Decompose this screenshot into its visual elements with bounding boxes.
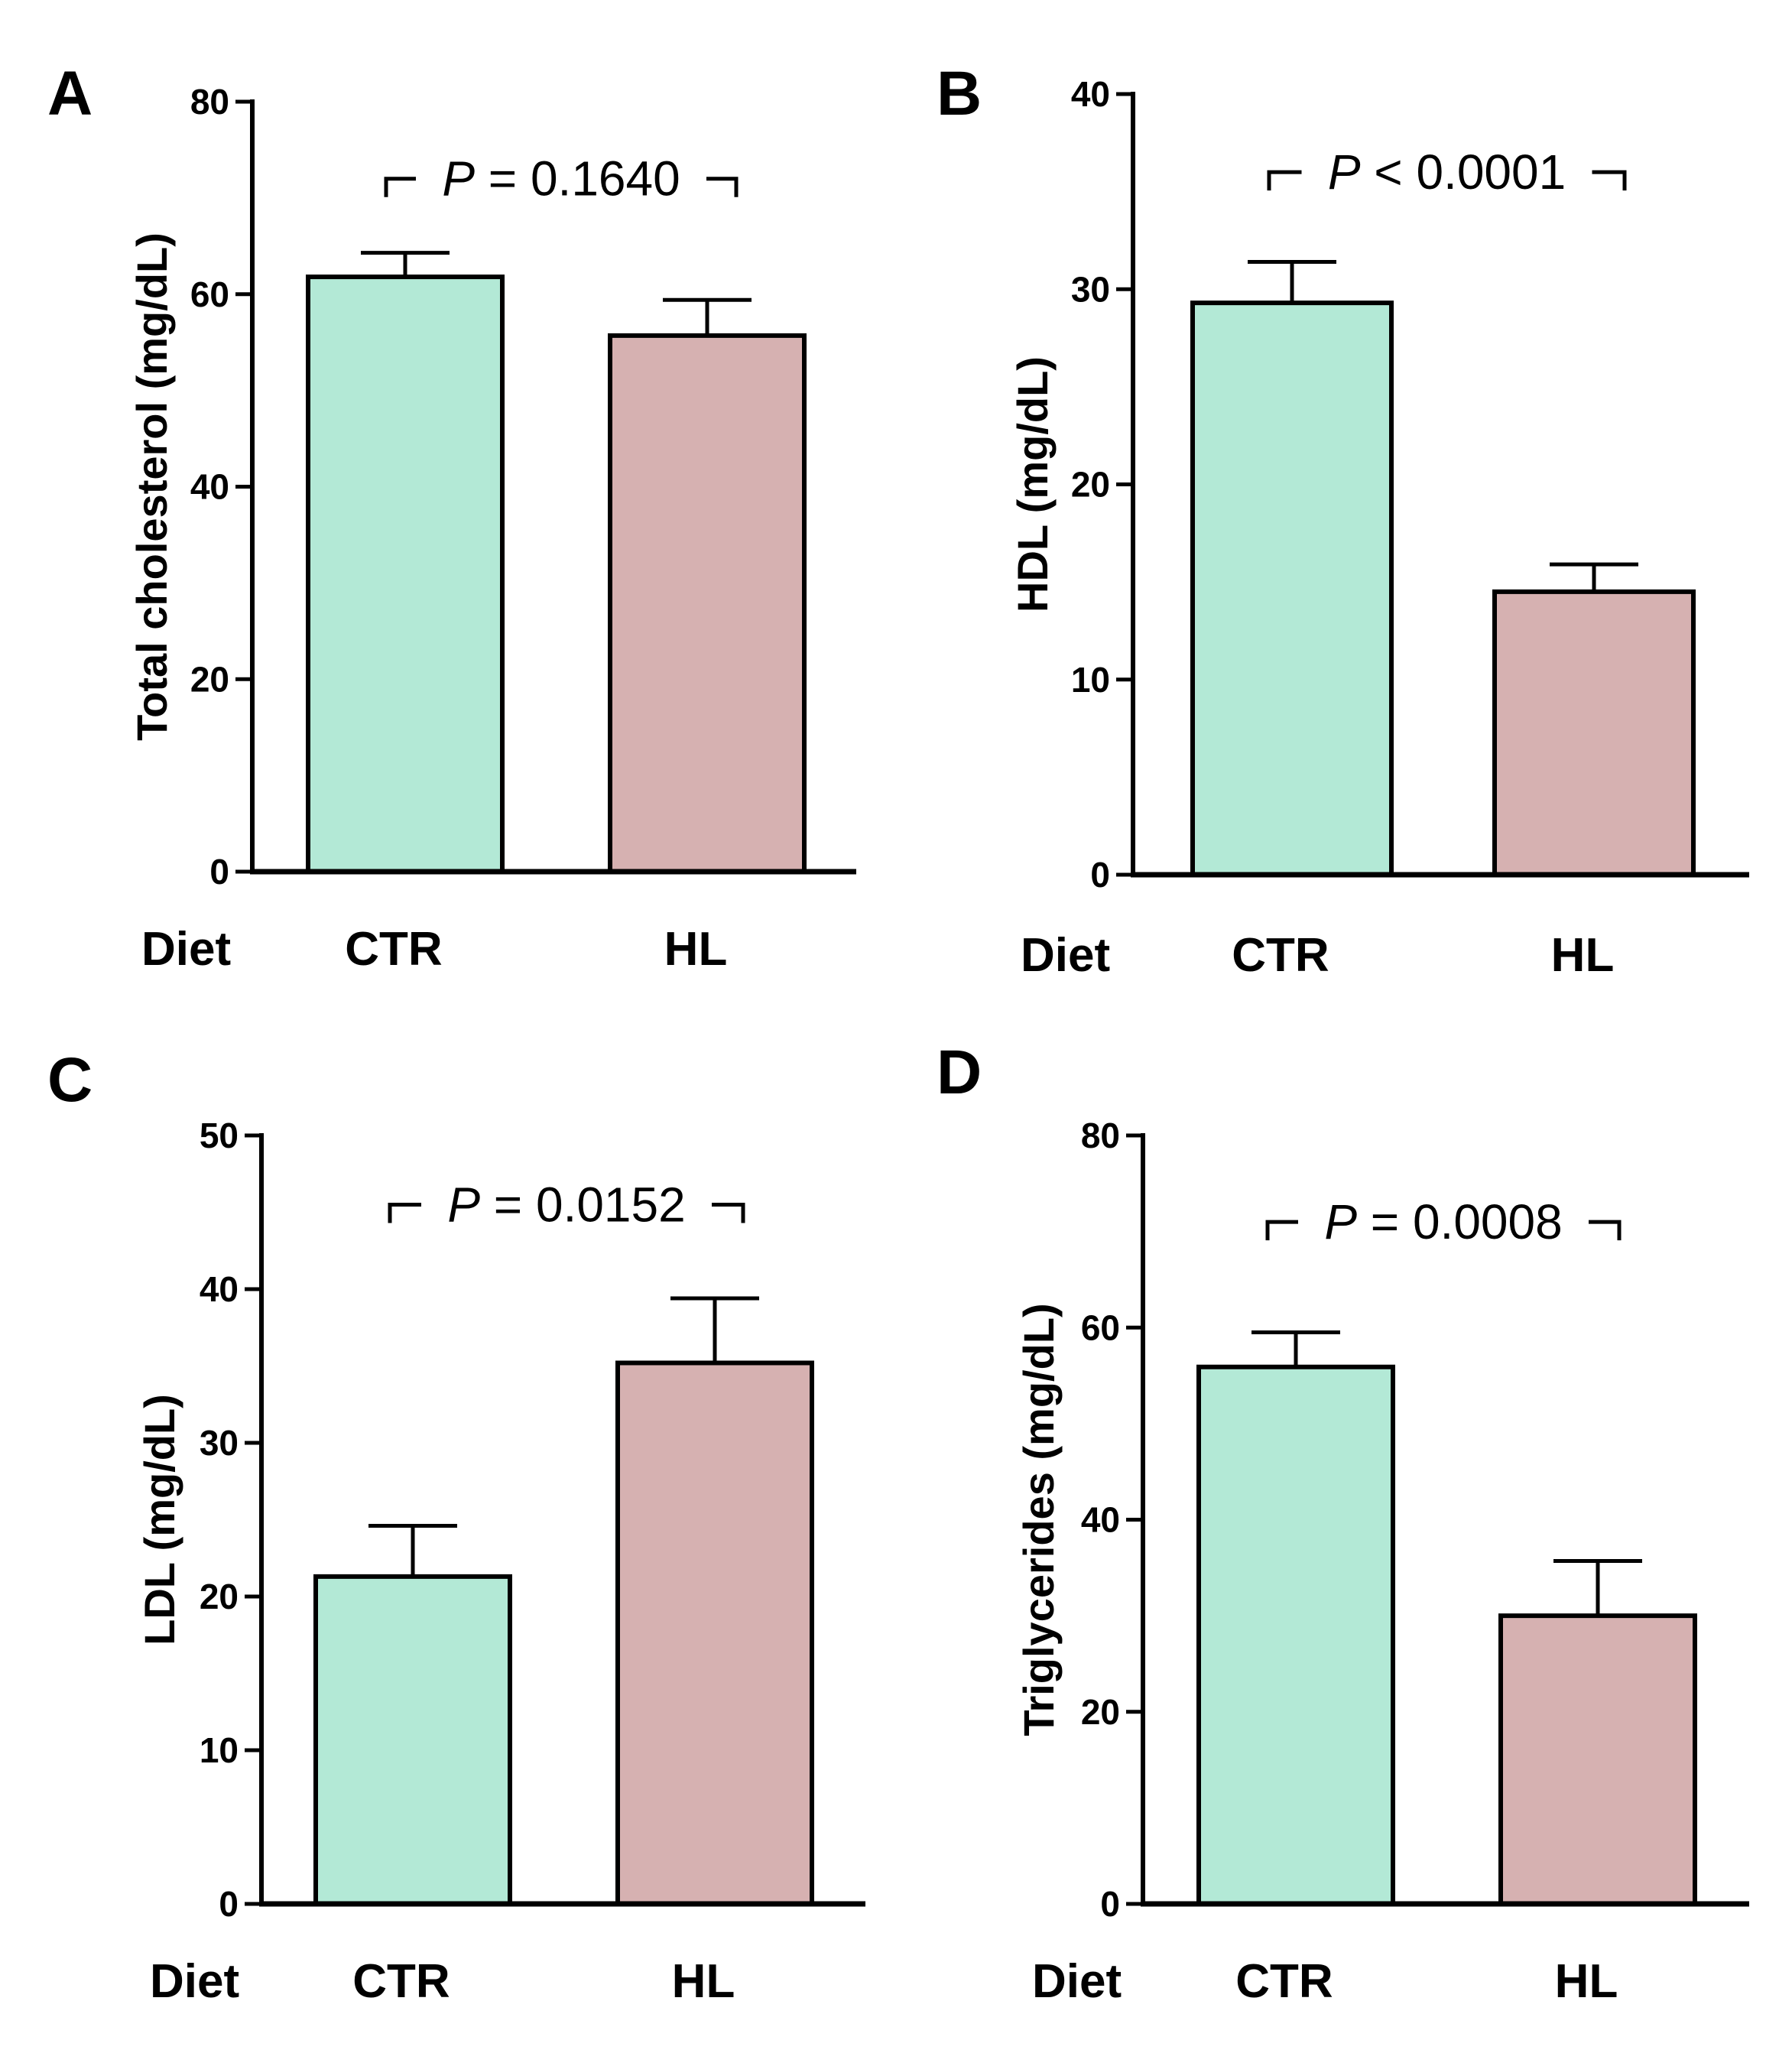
chart-panel-a: A 0 20 40 60 80 Total cholesterol (mg/dL) CTR HL… — [47, 59, 856, 976]
y-tick-label: 80 — [190, 82, 229, 122]
category-label-hl: HL — [1555, 1955, 1618, 2008]
category-label-ctr: CTR — [1232, 929, 1329, 982]
p-value-label: P < 0.0001 — [1328, 145, 1566, 200]
y-axis-label: Total cholesterol (mg/dL) — [128, 232, 176, 741]
panel-letter: C — [47, 1045, 93, 1115]
p-value-text: = 0.0008 — [1357, 1194, 1563, 1249]
p-value-text: < 0.0001 — [1361, 145, 1566, 200]
y-axis-label: Triglycerides (mg/dL) — [1014, 1303, 1063, 1736]
panel-letter: B — [937, 59, 982, 128]
y-tick-label: 60 — [190, 274, 229, 314]
bar-ctr — [1190, 300, 1394, 877]
p-symbol: P — [1328, 145, 1361, 200]
panel-letter: D — [937, 1038, 982, 1107]
bar-hl — [1498, 1613, 1697, 1906]
significance-bracket-left — [1265, 1220, 1298, 1241]
y-tick-label: 0 — [219, 1884, 239, 1924]
y-tick-label: 40 — [200, 1269, 239, 1309]
chart-panel-b: B 0 10 20 30 40 HDL (mg/dL) CTR HL Diet P < 0.0001 — [937, 59, 1749, 982]
y-tick-label: 20 — [1071, 465, 1110, 505]
y-tick-label: 0 — [1090, 855, 1110, 895]
category-label-hl: HL — [1551, 929, 1615, 982]
significance-bracket-left — [1267, 170, 1302, 191]
y-tick-label: 20 — [1081, 1692, 1120, 1732]
category-label-ctr: CTR — [1235, 1955, 1333, 2008]
significance-bracket-left — [384, 177, 416, 197]
bar-ctr — [306, 274, 505, 874]
x-group-label: Diet — [1032, 1955, 1122, 2008]
p-value-label: P = 0.1640 — [442, 151, 680, 206]
significance-bracket-right — [1592, 170, 1627, 191]
significance-bracket-right — [1589, 1220, 1622, 1241]
category-label-ctr: CTR — [345, 923, 442, 976]
y-tick-label: 20 — [190, 659, 229, 699]
y-tick-label: 0 — [209, 852, 229, 892]
p-symbol: P — [1324, 1194, 1357, 1249]
significance-bracket-left — [388, 1202, 421, 1223]
bar-hl — [608, 333, 807, 875]
p-value-label: P = 0.0008 — [1324, 1194, 1562, 1249]
x-group-label: Diet — [1021, 929, 1110, 982]
category-label-hl: HL — [664, 923, 728, 976]
p-symbol: P — [442, 151, 475, 206]
y-tick-label: 0 — [1100, 1884, 1120, 1924]
chart-panel-d: D 0 20 40 60 80 Triglycerides (mg/dL) CTR HL Diet… — [937, 1038, 1749, 2008]
y-tick-label: 50 — [200, 1116, 239, 1155]
y-tick-label: 60 — [1081, 1307, 1120, 1347]
y-tick-label: 30 — [200, 1423, 239, 1463]
bar-hl — [1492, 589, 1696, 877]
bar-ctr — [313, 1574, 512, 1907]
x-group-label: Diet — [141, 923, 231, 976]
y-tick-label: 40 — [1081, 1500, 1120, 1540]
chart-panel-c: C 0 10 20 30 40 50 LDL (mg/dL) CTR HL Diet P = 0.01… — [47, 1045, 865, 2008]
y-axis-label: HDL (mg/dL) — [1008, 356, 1057, 612]
bar-hl — [615, 1360, 814, 1906]
p-value-text: = 0.1640 — [475, 151, 680, 206]
category-label-ctr: CTR — [352, 1955, 450, 2008]
y-tick-label: 40 — [190, 467, 229, 507]
p-value-text: = 0.0152 — [480, 1177, 686, 1232]
y-axis-label: LDL (mg/dL) — [135, 1394, 183, 1645]
category-label-hl: HL — [672, 1955, 735, 2008]
significance-bracket-right — [706, 177, 739, 197]
y-tick-label: 10 — [1071, 660, 1110, 700]
y-tick-label: 40 — [1071, 74, 1110, 114]
y-tick-label: 80 — [1081, 1116, 1120, 1155]
x-group-label: Diet — [150, 1955, 239, 2008]
panel-letter: A — [47, 59, 93, 128]
y-tick-label: 20 — [200, 1577, 239, 1616]
y-tick-label: 10 — [200, 1730, 239, 1770]
y-tick-label: 30 — [1071, 269, 1110, 309]
p-symbol: P — [447, 1177, 480, 1232]
p-value-label: P = 0.0152 — [447, 1177, 685, 1232]
bar-ctr — [1196, 1364, 1395, 1906]
significance-bracket-right — [712, 1202, 745, 1223]
